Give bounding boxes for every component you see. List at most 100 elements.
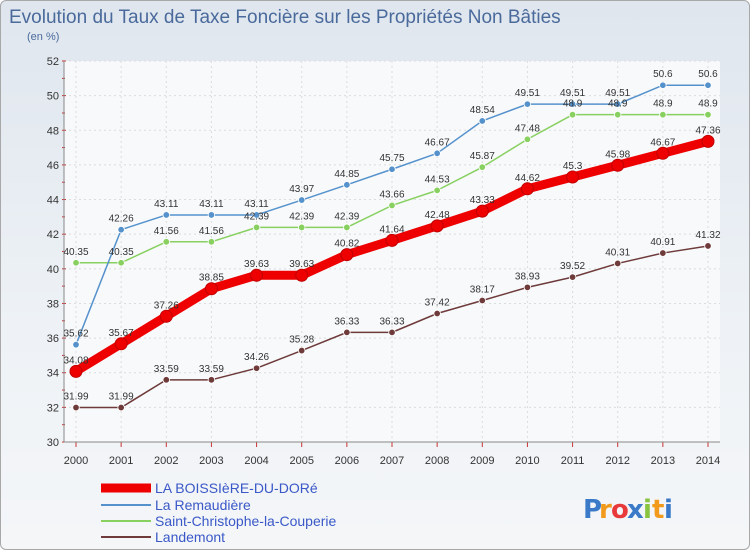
logo-letter: t — [652, 495, 664, 525]
data-label: 38.93 — [515, 271, 540, 282]
data-label: 50.6 — [653, 69, 673, 80]
data-label: 45.87 — [470, 151, 495, 162]
x-tick-label: 2009 — [470, 455, 494, 467]
data-point — [614, 110, 622, 119]
logo-letter: o — [611, 495, 629, 525]
chart-title: Evolution du Taux de Taxe Foncière sur l… — [9, 7, 561, 28]
data-label: 35.67 — [109, 328, 134, 339]
legend-label-2: Saint-Christophe-la-Couperie — [155, 513, 337, 529]
data-point — [430, 219, 444, 233]
logo-letter: r — [599, 495, 612, 525]
data-point — [250, 268, 264, 282]
data-point — [704, 110, 712, 119]
data-label: 41.56 — [199, 226, 224, 237]
data-point — [298, 196, 306, 204]
data-label: 48.54 — [470, 105, 495, 116]
data-label: 49.51 — [515, 88, 540, 99]
data-point — [69, 364, 83, 378]
y-tick-label: 38 — [47, 298, 59, 310]
data-point — [340, 248, 354, 262]
data-label: 43.11 — [199, 199, 224, 210]
data-label: 35.28 — [289, 335, 314, 346]
axes: 30 32 34 36 38 40 42 44 46 48 50 52 2000 2001 2002 2003… — [47, 56, 720, 467]
data-point — [204, 282, 218, 296]
y-tick-label: 44 — [47, 195, 59, 207]
data-label: 41.64 — [379, 224, 404, 235]
data-label: 39.63 — [244, 259, 269, 270]
data-label: 43.97 — [289, 184, 314, 195]
data-point — [475, 204, 489, 218]
data-point — [659, 249, 667, 257]
data-point — [478, 117, 486, 125]
y-tick-label: 52 — [47, 56, 59, 68]
data-label: 36.33 — [379, 316, 404, 327]
data-point — [388, 201, 396, 210]
data-point — [343, 328, 351, 337]
data-point — [520, 182, 534, 196]
data-label: 34.26 — [244, 352, 269, 363]
data-label: 40.82 — [334, 239, 359, 250]
data-label: 47.48 — [515, 123, 540, 134]
data-point — [298, 346, 306, 355]
logo-letter: i — [643, 495, 652, 525]
data-label: 48.9 — [698, 99, 718, 110]
data-label: 43.33 — [470, 195, 495, 206]
data-label: 37.42 — [425, 297, 450, 308]
data-label: 42.39 — [289, 211, 314, 222]
data-point — [568, 110, 577, 119]
data-point — [478, 163, 486, 171]
data-point — [568, 100, 577, 108]
data-point — [523, 283, 532, 292]
x-tick-label: 2011 — [561, 455, 585, 467]
data-point — [162, 238, 170, 246]
y-tick-label: 40 — [47, 264, 59, 276]
data-label: 48.9 — [653, 99, 673, 110]
proxiti-logo: Pr ox i t i — [583, 495, 673, 525]
y-tick-label: 50 — [47, 91, 59, 103]
data-point — [72, 259, 80, 267]
x-tick-label: 2012 — [605, 455, 629, 467]
data-label: 46.67 — [650, 137, 675, 148]
data-point — [568, 273, 577, 281]
data-point — [659, 81, 667, 89]
y-tick-label: 48 — [47, 125, 59, 137]
x-tick-label: 2002 — [154, 455, 178, 467]
series-layer — [69, 81, 715, 412]
x-tick-label: 2007 — [380, 455, 404, 467]
data-point — [162, 211, 170, 219]
x-tick-label: 2008 — [425, 455, 449, 467]
data-label: 42.39 — [334, 211, 359, 222]
x-tick-label: 2005 — [289, 455, 313, 467]
x-tick-label: 2004 — [244, 455, 268, 467]
data-point — [117, 259, 125, 267]
data-label: 37.26 — [154, 300, 179, 311]
data-point — [704, 242, 712, 250]
data-label: 35.62 — [63, 329, 88, 340]
data-point — [159, 309, 173, 323]
legend-label-3: Landemont — [155, 529, 225, 545]
data-label: 41.32 — [695, 230, 720, 241]
data-label: 48.9 — [608, 99, 628, 110]
data-point — [385, 233, 399, 247]
data-label: 39.52 — [560, 261, 585, 272]
data-point — [252, 364, 261, 372]
data-label: 45.98 — [605, 149, 630, 160]
data-point — [523, 135, 532, 143]
data-label: 44.62 — [515, 173, 540, 184]
data-point — [388, 165, 396, 173]
data-point — [343, 223, 351, 232]
data-point — [295, 268, 309, 282]
x-tick-label: 2013 — [651, 455, 675, 467]
data-label: 44.53 — [425, 174, 450, 185]
data-point — [614, 100, 622, 108]
data-label: 45.3 — [563, 161, 583, 172]
data-point — [298, 223, 306, 232]
x-tick-label: 2010 — [515, 455, 539, 467]
y-tick-label: 30 — [47, 437, 59, 449]
data-label: 36.33 — [334, 316, 359, 327]
y-tick-label: 32 — [47, 402, 59, 414]
data-point — [252, 223, 261, 232]
data-label: 38.85 — [199, 273, 224, 284]
